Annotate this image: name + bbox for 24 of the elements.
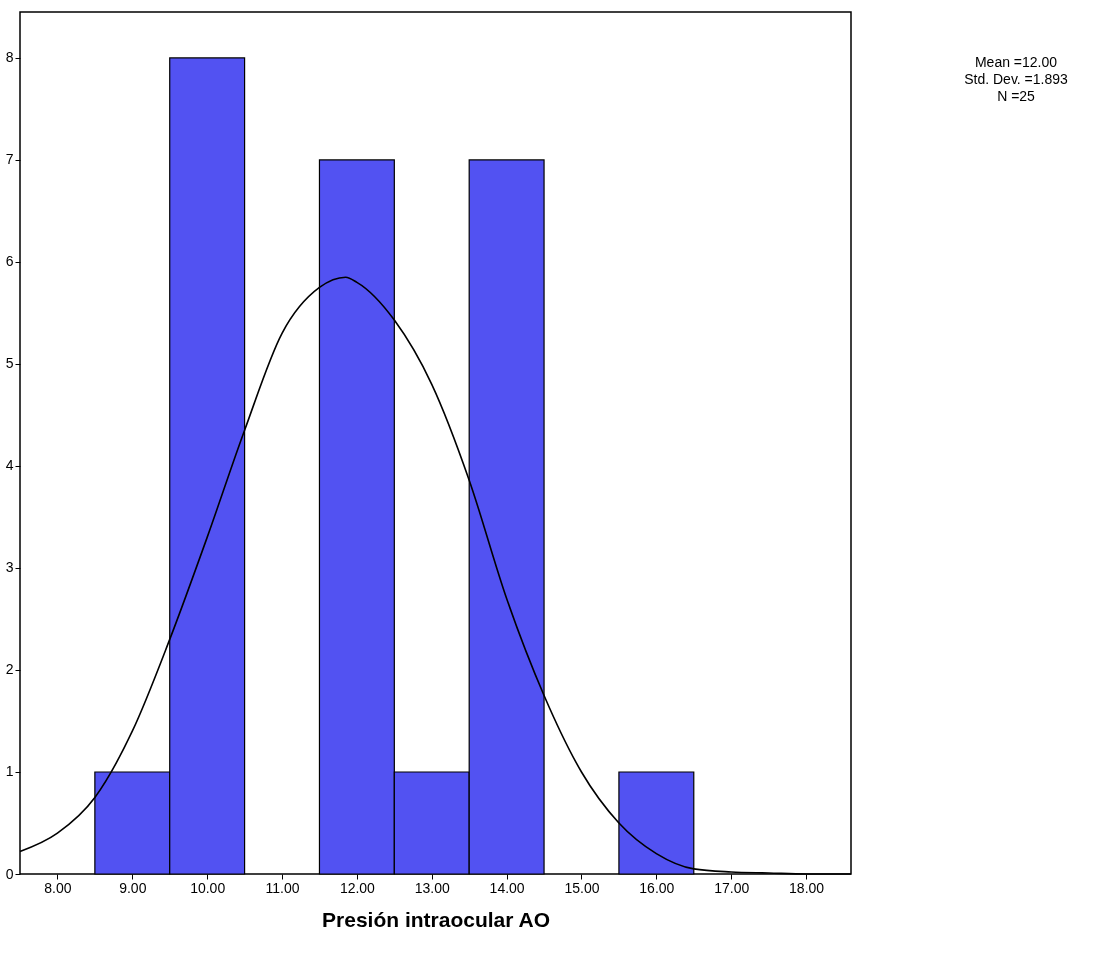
x-tick-label: 18.00	[789, 879, 825, 896]
y-tick-label: 7	[5, 151, 14, 168]
y-tick-label: 4	[5, 457, 14, 474]
y-tick-label: 5	[5, 355, 14, 372]
text: Std. Dev. =1.893	[964, 71, 1069, 87]
text: Mean =12.00	[974, 54, 1058, 70]
x-tick-label: 15.00	[564, 879, 600, 896]
y-tick-label: 8	[5, 49, 14, 66]
x-tick-label: 13.00	[414, 879, 450, 896]
y-tick-label: 0	[5, 865, 14, 882]
x-tick-label: 17.00	[714, 879, 750, 896]
y-tick-label: 2	[5, 661, 14, 678]
x-tick-label: 9.00	[119, 879, 147, 896]
y-tick-label: 6	[5, 253, 14, 270]
x-tick-label: 11.00	[265, 879, 300, 896]
x-tick-label: 8.00	[44, 879, 72, 896]
x-axis-title: Presión intraocular AO	[322, 907, 550, 931]
y-tick-label: 1	[5, 763, 14, 780]
y-tick-label: 3	[5, 559, 14, 576]
x-tick-label: 16.00	[639, 879, 675, 896]
x-tick-label: 12.00	[339, 879, 376, 896]
x-tick-label: 14.00	[489, 879, 525, 896]
x-tick-label: 10.00	[190, 879, 226, 896]
text: N =25	[997, 88, 1036, 104]
